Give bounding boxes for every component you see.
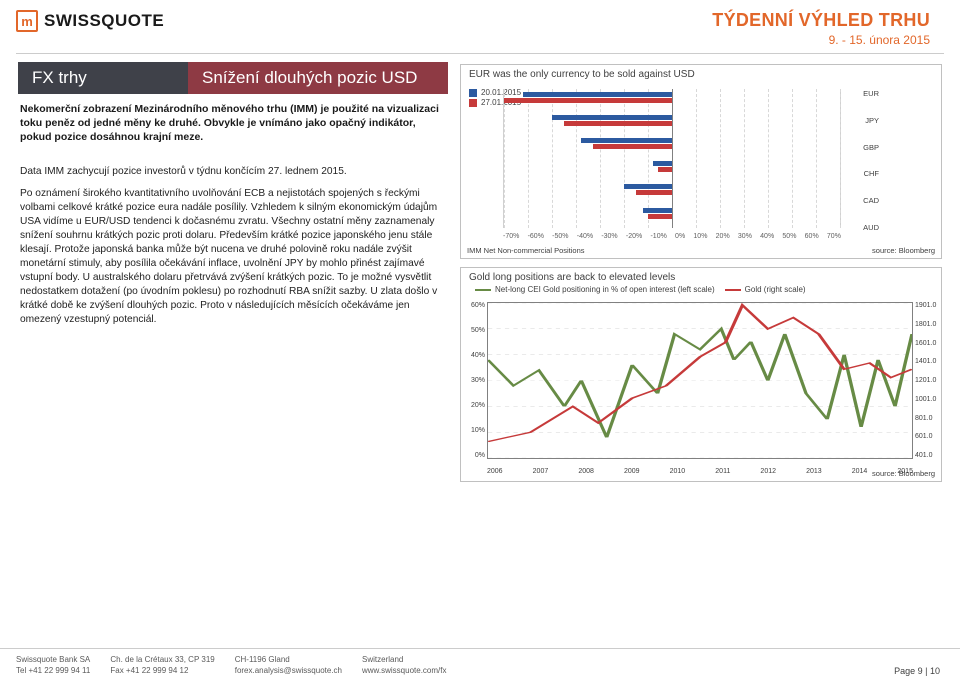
- left-column: FX trhy Snížení dlouhých pozic USD Nekom…: [18, 62, 448, 482]
- footer-email: forex.analysis@swissquote.ch: [235, 666, 342, 676]
- chart1-axis-label: IMM Net Non-commercial Positions: [467, 246, 585, 255]
- header-rule: [16, 53, 944, 54]
- right-column: EUR was the only currency to be sold aga…: [460, 62, 942, 482]
- chart1-source: source: Bloomberg: [872, 246, 935, 255]
- footer-col-2: Ch. de la Crétaux 33, CP 319 Fax +41 22 …: [110, 655, 214, 676]
- chart2-y-left-ticks: 60%50%40%30%20%10%0%: [465, 302, 485, 459]
- swissquote-icon: m: [16, 10, 38, 32]
- chart-imm-positions: EUR was the only currency to be sold aga…: [460, 64, 942, 259]
- footer-company: Swissquote Bank SA: [16, 655, 90, 665]
- footer-columns: Swissquote Bank SA Tel +41 22 999 94 11 …: [16, 655, 446, 676]
- footer-url: www.swissquote.com/fx: [362, 666, 446, 676]
- footer-address: Ch. de la Crétaux 33, CP 319: [110, 655, 214, 665]
- brand-logo: m SWISSQUOTE: [16, 10, 164, 32]
- chart1-currency-labels: EURJPYGBPCHFCADAUD: [863, 89, 879, 232]
- chart-gold-positions: Gold long positions are back to elevated…: [460, 267, 942, 482]
- intro-line-2: Data IMM zachycují pozice investorů v tý…: [20, 165, 446, 179]
- page-number: Page 9 | 10: [894, 666, 940, 676]
- intro-bold: Nekomerční zobrazení Mezinárodního měnov…: [18, 102, 448, 151]
- footer-col-4: Switzerland www.swissquote.com/fx: [362, 655, 446, 676]
- footer-tel: Tel +41 22 999 94 11: [16, 666, 90, 676]
- section-title-right: Snížení dlouhých pozic USD: [188, 62, 448, 94]
- footer-col-3: CH-1196 Gland forex.analysis@swissquote.…: [235, 655, 342, 676]
- body-text: Data IMM zachycují pozice investorů v tý…: [18, 151, 448, 328]
- footer-fax: Fax +41 22 999 94 12: [110, 666, 214, 676]
- chart1-title: EUR was the only currency to be sold aga…: [461, 65, 941, 82]
- report-title: TÝDENNÍ VÝHLED TRHU: [712, 10, 930, 31]
- brand-name: SWISSQUOTE: [44, 11, 164, 31]
- chart1-footer: IMM Net Non-commercial Positions source:…: [467, 246, 935, 255]
- chart2-y-right-ticks: 1901.01801.01601.01401.01201.01001.0801.…: [915, 302, 941, 459]
- chart1-x-ticks: -70%-60%-50%-40%-30%-20%-10%0%10%20%30%4…: [503, 233, 841, 240]
- body-paragraph: Po oznámení širokého kvantitativního uvo…: [20, 187, 446, 328]
- main-content: FX trhy Snížení dlouhých pozic USD Nekom…: [0, 62, 960, 482]
- chart2-plot-area: [487, 302, 913, 459]
- footer-country: Switzerland: [362, 655, 446, 665]
- chart2-source: source: Bloomberg: [872, 469, 935, 478]
- chart2-title: Gold long positions are back to elevated…: [461, 268, 941, 285]
- report-date-range: 9. - 15. února 2015: [712, 33, 930, 47]
- chart2-legend: Net-long CEI Gold positioning in % of op…: [461, 285, 941, 296]
- section-title-left: FX trhy: [18, 62, 188, 94]
- chart2-footer: source: Bloomberg: [467, 469, 935, 478]
- chart2-svg: [488, 303, 912, 458]
- chart1-plot-area: [503, 89, 841, 228]
- footer-city: CH-1196 Gland: [235, 655, 342, 665]
- page-footer: Swissquote Bank SA Tel +41 22 999 94 11 …: [0, 648, 960, 681]
- page-header: m SWISSQUOTE TÝDENNÍ VÝHLED TRHU 9. - 15…: [0, 0, 960, 53]
- header-right: TÝDENNÍ VÝHLED TRHU 9. - 15. února 2015: [712, 10, 930, 47]
- section-title-row: FX trhy Snížení dlouhých pozic USD: [18, 62, 448, 94]
- footer-col-1: Swissquote Bank SA Tel +41 22 999 94 11: [16, 655, 90, 676]
